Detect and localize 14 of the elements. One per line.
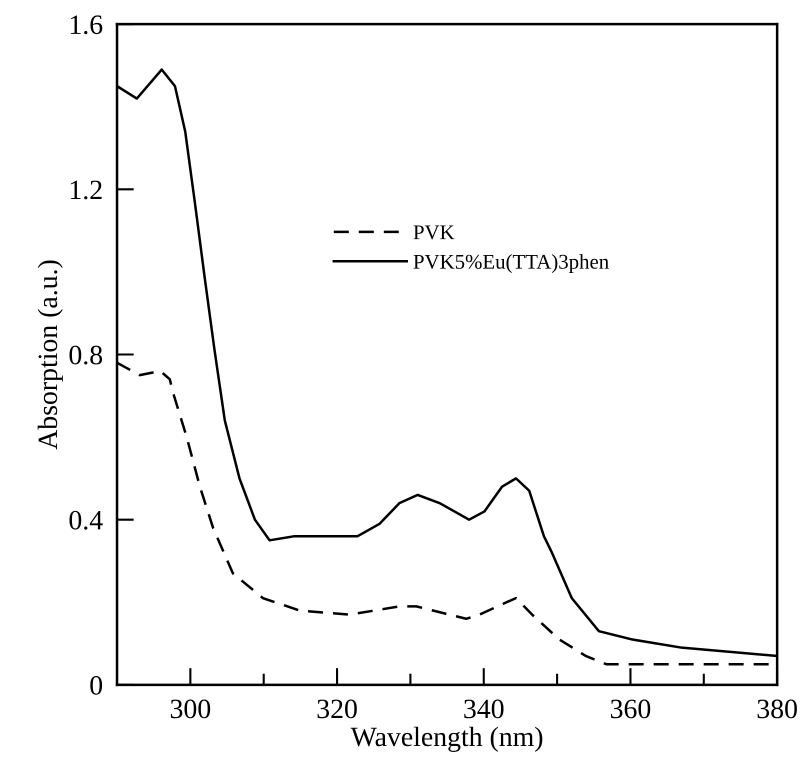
y-tick-label: 0.4 xyxy=(69,510,103,530)
y-tick-label: 0.8 xyxy=(69,346,102,365)
y-tick-label: 1.2 xyxy=(70,180,102,200)
x-tick-label: 340 xyxy=(464,700,504,718)
y-tick-label: 0 xyxy=(90,676,102,695)
x-tick-label: 300 xyxy=(170,700,210,718)
y-axis-title: Absorption (a.u.) xyxy=(38,260,63,450)
x-tick-label: 320 xyxy=(318,700,357,718)
y-tick-label: 1.6 xyxy=(70,15,102,34)
legend-label: PVK xyxy=(414,226,454,240)
x-axis-title: Wavelength (nm) xyxy=(350,726,542,752)
legend-label: PVK5%Eu(TTA)3phen xyxy=(414,254,609,274)
x-tick-label: 380 xyxy=(758,700,797,718)
x-tick-label: 360 xyxy=(610,700,650,718)
